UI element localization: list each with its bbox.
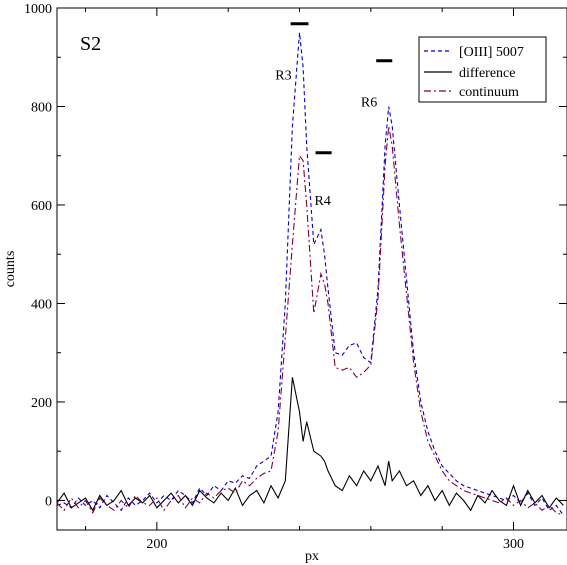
y-tick-label: 400	[31, 297, 52, 312]
series-line-difference	[56, 377, 564, 512]
legend-label-continuum: continuum	[459, 85, 519, 100]
series-line-continuum	[56, 126, 564, 516]
panel-label: S2	[80, 33, 101, 55]
annotation-layer: R3 R4 R6	[275, 22, 393, 209]
annotation-label-r6: R6	[361, 95, 377, 110]
series-layer	[56, 32, 564, 516]
y-tick-label: 0	[45, 494, 52, 509]
y-tick-label: 1000	[24, 2, 52, 17]
x-tick-label: 200	[146, 537, 167, 552]
y-tick-label: 800	[31, 100, 52, 115]
y-tick-label: 600	[31, 199, 52, 214]
annotation-label-r3: R3	[275, 68, 291, 83]
axis-ticks: 0 200 400 600 800 1000 200 300	[24, 2, 567, 552]
plot-frame	[56, 7, 567, 531]
series-line-oiii	[56, 32, 564, 516]
y-axis-title: counts	[3, 251, 18, 288]
legend: [OIII] 5007 difference continuum	[418, 36, 547, 103]
annotation-label-r4: R4	[315, 194, 331, 209]
y-tick-label: 200	[31, 396, 52, 411]
x-tick-label: 300	[503, 537, 524, 552]
legend-label-oiii: [OIII] 5007	[459, 45, 524, 60]
x-axis-title: px	[305, 549, 319, 564]
legend-label-difference: difference	[459, 66, 515, 81]
